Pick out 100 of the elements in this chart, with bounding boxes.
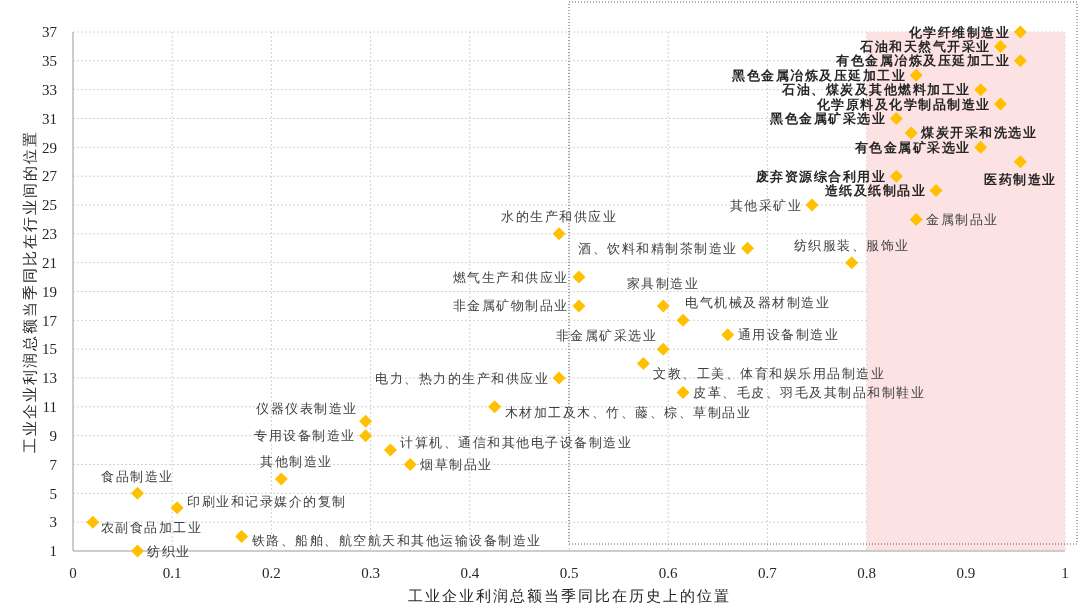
y-tick-label: 21 xyxy=(42,254,57,271)
point xyxy=(1013,25,1027,39)
x-tick-label: 0.5 xyxy=(559,564,579,581)
annotation: 煤炭开采和洗选业 xyxy=(920,125,1038,141)
x-tick-label: 0.1 xyxy=(162,564,182,581)
annotation: 家具制造业 xyxy=(626,276,700,292)
annotation: 化学原料及化学制品制造业 xyxy=(815,96,991,112)
point xyxy=(359,414,373,428)
annotation: 仪器仪表制造业 xyxy=(256,400,358,416)
point xyxy=(86,515,100,529)
y-tick-label: 3 xyxy=(49,514,57,531)
y-tick-label: 19 xyxy=(42,283,57,300)
y-tick-label: 25 xyxy=(42,197,57,214)
annotation: 印刷业和记录媒介的复制 xyxy=(187,494,347,510)
point xyxy=(974,140,988,154)
point xyxy=(845,256,859,270)
annotation: 金属制品业 xyxy=(926,211,999,227)
x-tick-label: 0.4 xyxy=(460,564,480,581)
y-tick-label: 15 xyxy=(42,341,57,358)
point xyxy=(889,169,903,183)
point xyxy=(656,342,670,356)
annotation: 医药制造业 xyxy=(984,172,1057,188)
annotation: 纺织业 xyxy=(147,543,191,559)
point xyxy=(904,126,918,140)
point xyxy=(909,68,923,82)
y-tick-label: 17 xyxy=(42,312,58,329)
point xyxy=(552,371,566,385)
point xyxy=(994,97,1008,111)
x-tick-label: 0.7 xyxy=(758,564,778,581)
point xyxy=(805,198,819,212)
annotation: 木材加工及木、竹、藤、棕、草制品业 xyxy=(504,405,752,421)
point xyxy=(929,184,943,198)
point xyxy=(552,227,566,241)
x-tick-label: 0.2 xyxy=(262,564,281,581)
annotation: 燃气生产和供应业 xyxy=(452,269,569,285)
point xyxy=(572,270,586,284)
annotation: 有色金属矿采选业 xyxy=(853,139,971,155)
annotation: 其他采矿业 xyxy=(729,197,803,213)
point xyxy=(721,328,735,342)
point xyxy=(235,530,249,544)
annotation: 非金属矿物制品业 xyxy=(452,298,569,314)
point xyxy=(1013,155,1027,169)
annotation: 电力、热力的生产和供应业 xyxy=(375,370,550,386)
point xyxy=(572,299,586,313)
annotation: 专用设备制造业 xyxy=(254,428,356,444)
y-tick-label: 13 xyxy=(42,370,57,387)
x-axis-title: 工业企业利润总额当季同比在历史上的位置 xyxy=(407,588,731,604)
annotation: 烟草制品业 xyxy=(420,457,493,472)
annotation: 酒、饮料和精制茶制造业 xyxy=(578,240,738,256)
point xyxy=(170,501,184,515)
point xyxy=(1013,54,1027,68)
annotation: 造纸及纸制品业 xyxy=(823,183,927,199)
annotation: 废弃资源综合利用业 xyxy=(754,168,887,184)
annotation: 计算机、通信和其他电子设备制造业 xyxy=(400,434,633,450)
annotation: 非金属矿采选业 xyxy=(555,327,658,343)
point xyxy=(359,429,373,443)
annotation: 食品制造业 xyxy=(101,468,174,484)
x-tick-label: 0.8 xyxy=(857,564,876,581)
point xyxy=(383,443,397,457)
x-tick-label: 1 xyxy=(1061,564,1069,581)
y-tick-label: 27 xyxy=(42,168,58,185)
point xyxy=(403,458,417,471)
y-tick-label: 35 xyxy=(42,53,57,70)
point xyxy=(889,112,903,125)
y-tick-label: 23 xyxy=(42,226,57,243)
annotation: 通用设备制造业 xyxy=(737,327,840,343)
point xyxy=(676,313,690,327)
y-tick-label: 1 xyxy=(49,543,57,560)
y-tick-label: 5 xyxy=(49,485,57,502)
point xyxy=(994,39,1008,53)
y-axis-title: 工业企业利润总额当季同比在行业间的位置 xyxy=(22,130,38,453)
y-tick-label: 33 xyxy=(42,81,57,98)
point xyxy=(636,357,650,371)
annotation: 石油和天然气开采业 xyxy=(859,38,991,54)
x-tick-label: 0 xyxy=(69,564,77,581)
point xyxy=(974,83,988,97)
annotation: 其他制造业 xyxy=(260,454,333,470)
point xyxy=(909,212,923,226)
x-tick-label: 0.6 xyxy=(658,564,679,581)
annotation: 电气机械及器材制造业 xyxy=(685,294,831,310)
annotation: 纺织服装、服饰业 xyxy=(793,238,910,254)
y-tick-label: 37 xyxy=(42,24,58,41)
point xyxy=(130,486,144,500)
x-tick-label: 0.3 xyxy=(361,564,380,581)
x-tick-label: 0.9 xyxy=(956,564,976,581)
y-tick-label: 31 xyxy=(42,110,57,127)
y-tick-label: 7 xyxy=(49,456,58,473)
annotation: 黑色金属矿采选业 xyxy=(769,111,887,126)
annotation: 石油、煤炭及其他燃料加工业 xyxy=(781,82,971,98)
point xyxy=(656,299,670,313)
annotation: 有色金属冶炼及压延加工业 xyxy=(835,53,1011,69)
annotation: 黑色金属冶炼及压延加工业 xyxy=(731,67,907,83)
y-tick-label: 11 xyxy=(42,399,57,416)
point xyxy=(741,241,755,255)
annotation: 水的生产和供应业 xyxy=(501,209,618,225)
annotation: 铁路、船舶、航空航天和其他运输设备制造业 xyxy=(250,533,542,549)
point xyxy=(488,400,502,414)
y-tick-label: 29 xyxy=(42,139,57,156)
annotation: 化学纤维制造业 xyxy=(907,24,1011,40)
y-tick-label: 9 xyxy=(49,427,57,444)
